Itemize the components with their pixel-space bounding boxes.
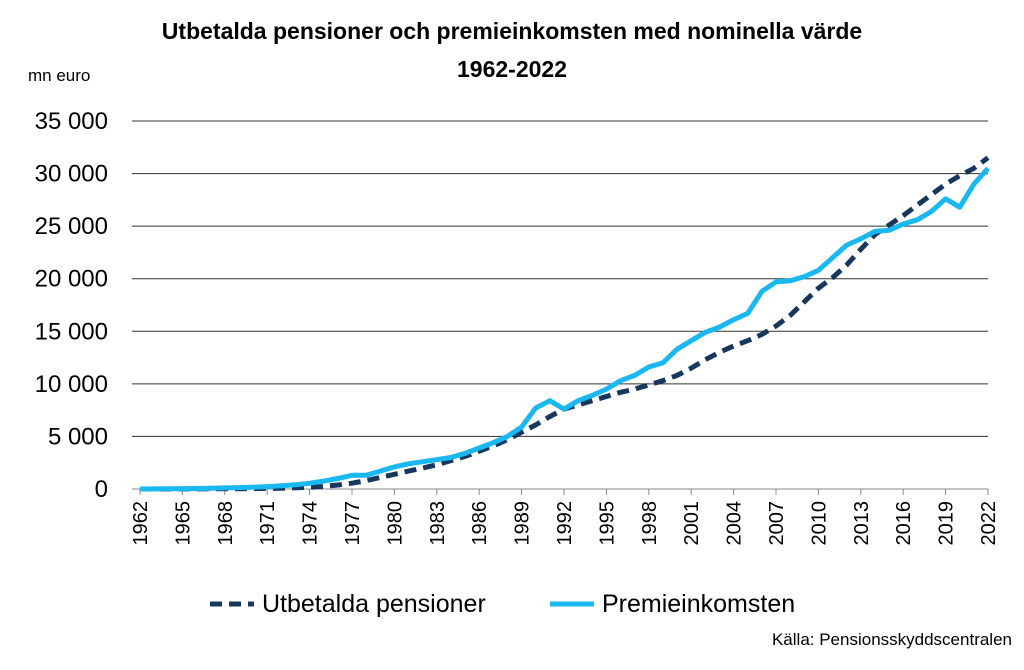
legend-dashed-line-swatch [210, 601, 254, 607]
x-tick-label: 1986 [469, 501, 491, 546]
x-tick-label: 2013 [851, 501, 873, 546]
x-tick-label: 2004 [724, 501, 746, 546]
x-tick-label: 2019 [936, 501, 958, 546]
x-tick-label: 1962 [130, 501, 152, 546]
series-line-premieinkomsten [139, 166, 990, 492]
y-tick-label: 30 000 [35, 161, 108, 188]
chart-subtitle: 1962-2022 [457, 56, 567, 82]
x-tick-label: 1983 [427, 501, 449, 546]
x-tick-label: 2007 [766, 501, 788, 546]
x-tick-label: 1995 [596, 501, 618, 546]
y-tick-label: 35 000 [35, 108, 108, 135]
x-tick-label: 2001 [681, 501, 703, 546]
x-tick-label: 1980 [384, 501, 406, 546]
chart-title: Utbetalda pensioner och premieinkomsten … [161, 18, 863, 44]
y-tick-label: 0 [95, 476, 108, 503]
y-tick-label: 15 000 [35, 318, 108, 345]
x-tick-label: 1989 [512, 501, 534, 546]
legend-item-premieinkomsten: Premieinkomsten [548, 588, 795, 620]
x-tick-label: 1977 [342, 501, 364, 546]
x-tick-label: 1974 [300, 501, 322, 546]
source-note: Källa: Pensionsskyddscentralen [771, 630, 1012, 649]
y-tick-label: 5 000 [48, 423, 108, 450]
x-tick-label: 1971 [257, 501, 279, 546]
legend-solid-line-swatch [550, 601, 594, 607]
y-axis-label: mn euro [28, 66, 91, 85]
x-tick-label: 1965 [172, 501, 194, 546]
y-tick-label: 25 000 [35, 213, 108, 240]
y-tick-label: 20 000 [35, 266, 108, 293]
line-chart: 0 5 000 10 000 15 000 20 000 25 000 30 000 35 0… [35, 108, 1000, 546]
y-tick-label: 10 000 [35, 371, 108, 398]
x-tick-label: 2010 [808, 501, 830, 546]
x-tick-label: 2016 [893, 501, 915, 546]
legend-label-premieinkomsten: Premieinkomsten [602, 589, 796, 618]
legend-label-utbetalda: Utbetalda pensioner [262, 589, 486, 618]
x-tick-label: 1998 [639, 501, 661, 546]
series-line-utbetalda-pensioner [140, 155, 990, 492]
x-tick-label: 2022 [978, 501, 1000, 546]
x-tick-label: 1992 [554, 501, 576, 546]
legend-item-utbetalda: Utbetalda pensioner [208, 588, 486, 620]
x-tick-label: 1968 [215, 501, 237, 546]
